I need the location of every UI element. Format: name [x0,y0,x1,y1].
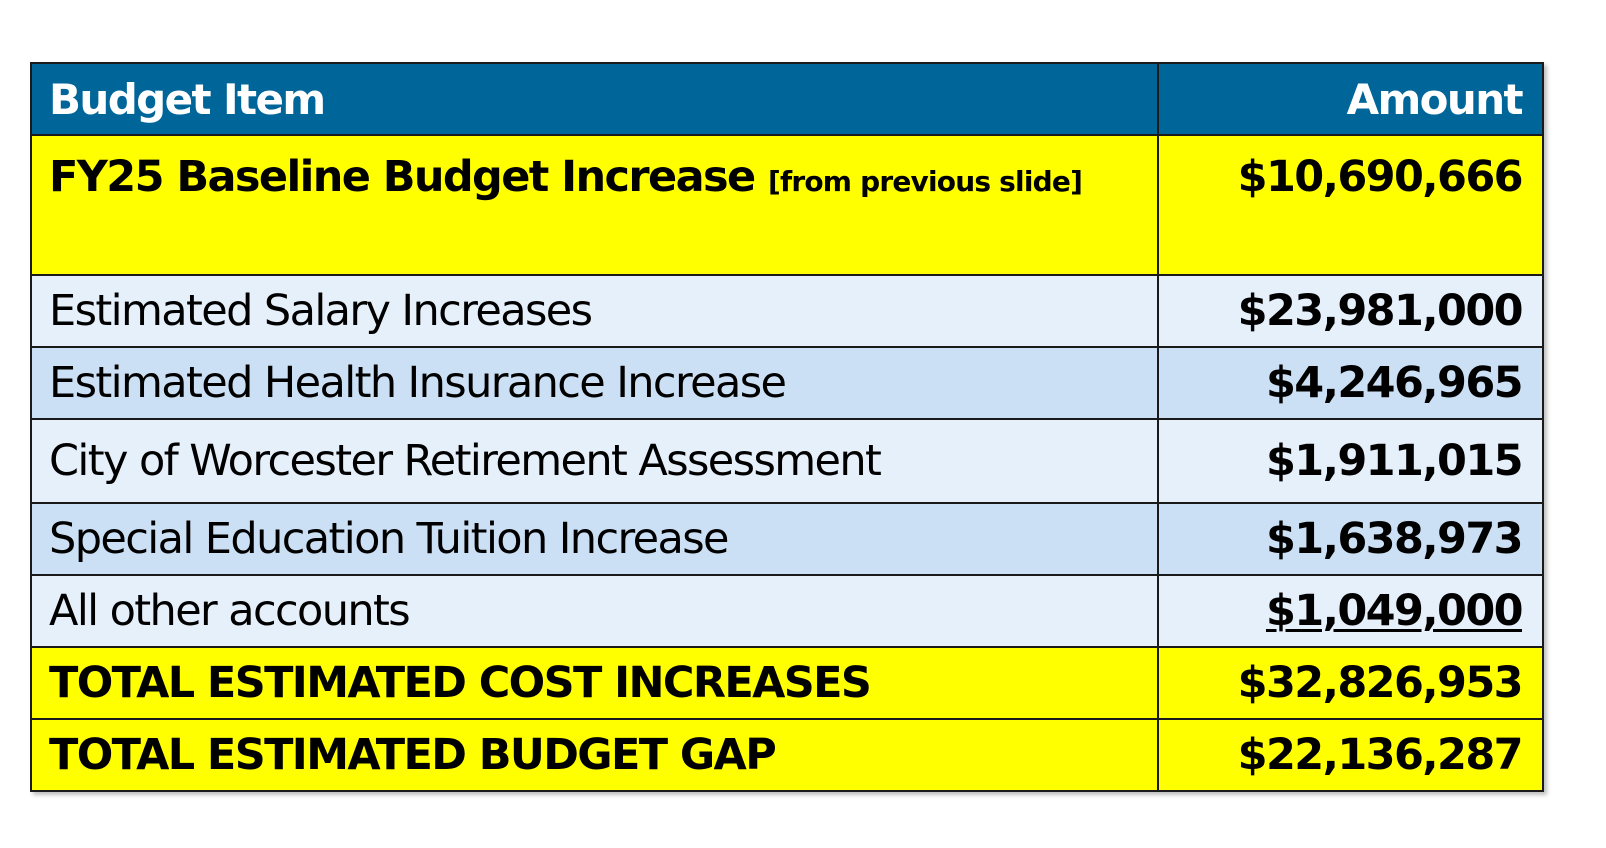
budget-item-header: Budget Item [29,62,1160,136]
table-row: Estimated Health Insurance Increase $4,2… [29,346,1544,420]
row-label: Estimated Health Insurance Increase [29,346,1160,420]
budget-gap-label: TOTAL ESTIMATED BUDGET GAP [29,718,1160,792]
baseline-row: FY25 Baseline Budget Increase [from prev… [29,134,1544,276]
row-amount: $4,246,965 [1157,346,1544,420]
baseline-note: [from previous slide] [767,165,1083,198]
table-row: Special Education Tuition Increase $1,63… [29,502,1544,576]
row-label: Special Education Tuition Increase [29,502,1160,576]
baseline-label: FY25 Baseline Budget Increase [49,152,756,202]
table-row: City of Worcester Retirement Assessment … [29,418,1544,504]
row-amount: $1,049,000 [1157,574,1544,648]
row-amount: $1,638,973 [1157,502,1544,576]
total-cost-row: TOTAL ESTIMATED COST INCREASES $32,826,9… [29,646,1544,720]
row-label: City of Worcester Retirement Assessment [29,418,1160,504]
table-header-row: Budget Item Amount [29,62,1544,136]
underlined-amount: $1,049,000 [1265,586,1524,636]
total-cost-amount: $32,826,953 [1157,646,1544,720]
baseline-amount: $10,690,666 [1157,134,1544,276]
table-row: All other accounts $1,049,000 [29,574,1544,648]
budget-gap-row: TOTAL ESTIMATED BUDGET GAP $22,136,287 [29,718,1544,792]
row-label: Estimated Salary Increases [29,274,1160,348]
budget-table: Budget Item Amount FY25 Baseline Budget … [29,62,1544,792]
table-row: Estimated Salary Increases $23,981,000 [29,274,1544,348]
baseline-label-cell: FY25 Baseline Budget Increase [from prev… [29,134,1160,276]
amount-header: Amount [1157,62,1544,136]
row-label: All other accounts [29,574,1160,648]
row-amount: $23,981,000 [1157,274,1544,348]
total-cost-label: TOTAL ESTIMATED COST INCREASES [29,646,1160,720]
budget-gap-amount: $22,136,287 [1157,718,1544,792]
row-amount: $1,911,015 [1157,418,1544,504]
